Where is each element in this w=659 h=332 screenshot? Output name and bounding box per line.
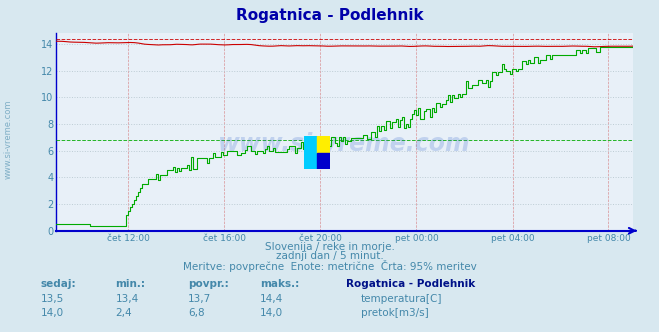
Bar xyxy=(317,136,330,153)
Text: 6,8: 6,8 xyxy=(188,308,204,318)
Text: Rogatnica - Podlehnik: Rogatnica - Podlehnik xyxy=(236,8,423,23)
Text: temperatura[C]: temperatura[C] xyxy=(361,294,443,304)
Text: 2,4: 2,4 xyxy=(115,308,132,318)
Text: 13,5: 13,5 xyxy=(41,294,64,304)
Text: pretok[m3/s]: pretok[m3/s] xyxy=(361,308,429,318)
Text: povpr.:: povpr.: xyxy=(188,279,229,289)
Text: Rogatnica - Podlehnik: Rogatnica - Podlehnik xyxy=(346,279,475,289)
Text: Meritve: povprečne  Enote: metrične  Črta: 95% meritev: Meritve: povprečne Enote: metrične Črta:… xyxy=(183,260,476,272)
Text: 14,4: 14,4 xyxy=(260,294,283,304)
Text: 13,7: 13,7 xyxy=(188,294,211,304)
Text: maks.:: maks.: xyxy=(260,279,300,289)
Text: zadnji dan / 5 minut.: zadnji dan / 5 minut. xyxy=(275,251,384,261)
Bar xyxy=(317,153,330,169)
Text: Slovenija / reke in morje.: Slovenija / reke in morje. xyxy=(264,242,395,252)
Text: www.si-vreme.com: www.si-vreme.com xyxy=(218,132,471,156)
Text: 13,4: 13,4 xyxy=(115,294,138,304)
Bar xyxy=(304,136,317,169)
Text: sedaj:: sedaj: xyxy=(41,279,76,289)
Text: 14,0: 14,0 xyxy=(260,308,283,318)
Text: www.si-vreme.com: www.si-vreme.com xyxy=(3,100,13,179)
Text: 14,0: 14,0 xyxy=(41,308,64,318)
Text: min.:: min.: xyxy=(115,279,146,289)
